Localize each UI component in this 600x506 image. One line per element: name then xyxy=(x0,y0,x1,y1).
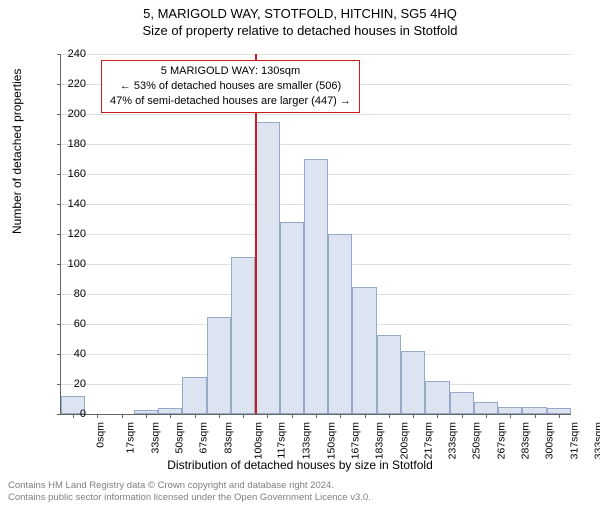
x-tick-label: 150sqm xyxy=(325,422,337,459)
y-tick-label: 40 xyxy=(56,348,86,360)
x-tick-label: 283sqm xyxy=(519,422,531,459)
y-tick-label: 200 xyxy=(56,108,86,120)
histogram-bar xyxy=(231,257,255,415)
footer-line-1: Contains HM Land Registry data © Crown c… xyxy=(8,480,371,492)
histogram-bar xyxy=(377,335,401,415)
x-tick-mark xyxy=(243,414,244,418)
histogram-bar xyxy=(401,351,425,414)
x-tick-label: 117sqm xyxy=(276,422,288,459)
x-tick-label: 33sqm xyxy=(149,422,161,454)
x-tick-label: 200sqm xyxy=(398,422,410,459)
y-axis-label: Number of detached properties xyxy=(10,69,24,234)
attribution-footer: Contains HM Land Registry data © Crown c… xyxy=(8,480,371,504)
x-tick-mark xyxy=(365,414,366,418)
x-tick-mark xyxy=(97,414,98,418)
histogram-bar xyxy=(304,159,328,414)
histogram-bar xyxy=(522,407,546,415)
x-tick-label: 17sqm xyxy=(125,422,137,454)
histogram-bar xyxy=(255,122,279,415)
x-tick-label: 0sqm xyxy=(95,422,107,448)
histogram-bar xyxy=(280,222,304,414)
x-tick-mark xyxy=(462,414,463,418)
y-tick-label: 20 xyxy=(56,378,86,390)
x-tick-label: 267sqm xyxy=(495,422,507,459)
x-tick-mark xyxy=(170,414,171,418)
gridline xyxy=(61,54,571,55)
y-tick-label: 220 xyxy=(56,78,86,90)
x-tick-mark xyxy=(122,414,123,418)
reference-callout: 5 MARIGOLD WAY: 130sqm ← 53% of detached… xyxy=(101,60,360,113)
x-tick-label: 233sqm xyxy=(447,422,459,459)
histogram-bar xyxy=(352,287,376,415)
x-tick-mark xyxy=(292,414,293,418)
x-tick-label: 83sqm xyxy=(222,422,234,454)
x-tick-mark xyxy=(413,414,414,418)
x-tick-label: 133sqm xyxy=(301,422,313,459)
x-tick-mark xyxy=(510,414,511,418)
x-tick-mark xyxy=(267,414,268,418)
histogram-bar xyxy=(450,392,474,415)
y-tick-label: 100 xyxy=(56,258,86,270)
x-tick-mark xyxy=(389,414,390,418)
x-tick-label: 300sqm xyxy=(544,422,556,459)
x-axis-label: Distribution of detached houses by size … xyxy=(0,458,600,472)
gridline xyxy=(61,144,571,145)
x-tick-mark xyxy=(146,414,147,418)
x-tick-label: 250sqm xyxy=(471,422,483,459)
x-tick-mark xyxy=(535,414,536,418)
x-tick-mark xyxy=(219,414,220,418)
histogram-bar xyxy=(425,381,449,414)
title-sub: Size of property relative to detached ho… xyxy=(0,23,600,38)
callout-line-3: 47% of semi-detached houses are larger (… xyxy=(110,94,351,109)
x-tick-label: 167sqm xyxy=(349,422,361,459)
y-tick-label: 80 xyxy=(56,288,86,300)
y-tick-label: 140 xyxy=(56,198,86,210)
x-tick-label: 217sqm xyxy=(422,422,434,459)
y-tick-label: 0 xyxy=(56,408,86,420)
callout-line-2: ← 53% of detached houses are smaller (50… xyxy=(110,79,351,94)
title-main: 5, MARIGOLD WAY, STOTFOLD, HITCHIN, SG5 … xyxy=(0,6,600,21)
histogram-bar xyxy=(328,234,352,414)
x-tick-mark xyxy=(437,414,438,418)
y-tick-label: 160 xyxy=(56,168,86,180)
gridline xyxy=(61,114,571,115)
x-tick-mark xyxy=(559,414,560,418)
histogram-bar xyxy=(474,402,498,414)
footer-line-2: Contains public sector information licen… xyxy=(8,492,371,504)
y-tick-label: 240 xyxy=(56,48,86,60)
x-tick-label: 50sqm xyxy=(174,422,186,454)
y-tick-label: 180 xyxy=(56,138,86,150)
histogram-bar xyxy=(498,407,522,415)
x-tick-label: 183sqm xyxy=(374,422,386,459)
histogram-bar xyxy=(182,377,206,415)
x-tick-mark xyxy=(316,414,317,418)
y-tick-label: 120 xyxy=(56,228,86,240)
histogram-bar xyxy=(207,317,231,415)
x-tick-label: 333sqm xyxy=(592,422,600,459)
x-tick-mark xyxy=(486,414,487,418)
x-tick-label: 100sqm xyxy=(252,422,264,459)
callout-line-1: 5 MARIGOLD WAY: 130sqm xyxy=(110,64,351,79)
x-tick-label: 67sqm xyxy=(198,422,210,454)
x-tick-mark xyxy=(195,414,196,418)
chart-container: 5, MARIGOLD WAY, STOTFOLD, HITCHIN, SG5 … xyxy=(0,6,600,506)
x-tick-label: 317sqm xyxy=(568,422,580,459)
plot-area: 5 MARIGOLD WAY: 130sqm ← 53% of detached… xyxy=(60,54,571,415)
y-tick-label: 60 xyxy=(56,318,86,330)
x-tick-mark xyxy=(340,414,341,418)
